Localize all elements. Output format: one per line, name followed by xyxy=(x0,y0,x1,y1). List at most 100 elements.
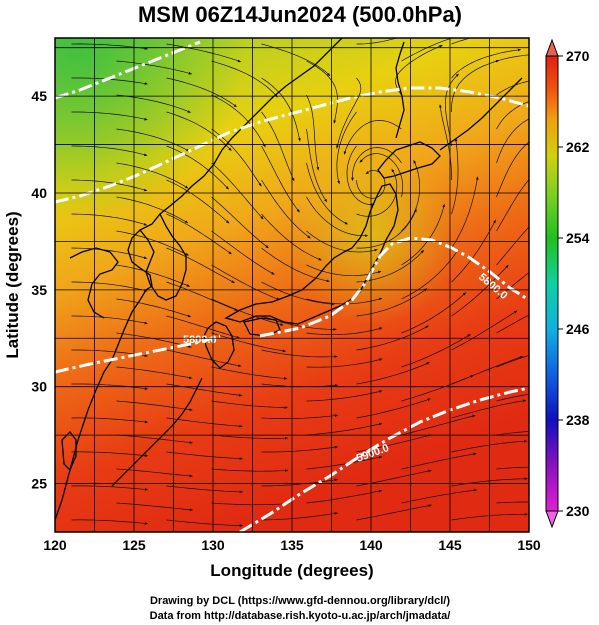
streamline xyxy=(356,249,425,283)
streamline xyxy=(211,434,289,440)
streamline xyxy=(356,288,428,317)
streamline xyxy=(496,355,529,368)
streamline xyxy=(116,298,192,318)
streamline xyxy=(356,398,431,419)
streamline xyxy=(306,264,382,277)
streamline xyxy=(166,179,230,224)
colorbar: 230 238 246 254 262 270 xyxy=(545,38,590,529)
streamline xyxy=(261,213,322,261)
streamline xyxy=(356,169,386,199)
streamline xyxy=(211,366,288,380)
streamline xyxy=(592,95,599,99)
streamline xyxy=(116,230,190,256)
streamline xyxy=(166,145,230,190)
streamline xyxy=(116,332,193,348)
streamline xyxy=(306,327,383,336)
streamline xyxy=(211,162,264,220)
streamline xyxy=(261,478,339,487)
streamline xyxy=(261,179,311,239)
streamline xyxy=(306,390,383,402)
streamline xyxy=(116,162,189,189)
map-title: MSM 06Z14Jun2024 (500.0hPa) xyxy=(138,2,462,27)
sakhalin-coast xyxy=(395,41,405,139)
streamline xyxy=(496,272,529,300)
streamline xyxy=(211,468,289,472)
streamline xyxy=(401,488,478,504)
streamline xyxy=(401,375,474,402)
streamline xyxy=(211,60,278,98)
streamline xyxy=(592,297,599,299)
contour-5800-east xyxy=(259,236,529,338)
x-tick-label: 120 xyxy=(43,537,67,553)
colorbar-ticks: 230 238 246 254 262 270 xyxy=(558,48,590,519)
streamline xyxy=(261,445,339,453)
y-tick-label: 25 xyxy=(31,476,47,492)
streamline xyxy=(356,504,432,521)
x-tick-label: 125 xyxy=(122,537,146,553)
streamline xyxy=(592,332,599,334)
streamline xyxy=(343,120,402,155)
streamline xyxy=(451,48,522,79)
contour-5800-west xyxy=(55,334,221,374)
y-tick-label: 30 xyxy=(31,379,47,395)
colorbar-tick-label: 270 xyxy=(566,48,590,64)
streamline xyxy=(401,159,421,232)
streamline xyxy=(166,213,232,255)
x-tick-label: 150 xyxy=(517,537,541,553)
streamline xyxy=(116,196,189,224)
streamline xyxy=(261,281,335,306)
streamline xyxy=(116,434,194,444)
streamline xyxy=(356,38,398,45)
streamline xyxy=(401,452,477,470)
x-tick-label: 130 xyxy=(201,537,225,553)
y-tick-label: 35 xyxy=(31,282,47,298)
streamline xyxy=(451,137,459,215)
streamline xyxy=(116,400,193,411)
streamline xyxy=(306,128,328,203)
colorbar-extend-top xyxy=(545,38,559,57)
streamline xyxy=(592,262,599,265)
coastlines xyxy=(55,38,523,521)
streamline xyxy=(306,358,383,368)
colorbar-tick-label: 254 xyxy=(566,230,590,246)
plot-frame xyxy=(54,37,530,533)
y-axis-ticks: 25 30 35 40 45 xyxy=(31,88,47,491)
shandong-coast xyxy=(69,247,119,319)
streamline xyxy=(496,141,529,198)
taiwan-coast xyxy=(61,431,77,472)
streamline xyxy=(451,439,528,453)
streamline xyxy=(211,400,289,409)
streamline xyxy=(451,310,518,351)
streamline xyxy=(592,161,599,163)
streamline xyxy=(166,281,238,311)
streamline xyxy=(211,230,275,275)
kyushu-coast xyxy=(203,321,235,369)
ryukyu-coast xyxy=(111,377,203,487)
streamline xyxy=(261,512,339,521)
x-tick-label: 135 xyxy=(280,537,304,553)
streamline xyxy=(116,264,191,287)
streamline xyxy=(496,179,529,232)
streamline xyxy=(211,264,281,300)
streamline xyxy=(496,101,529,130)
streamline xyxy=(356,325,430,351)
colorbar-tick-label: 246 xyxy=(566,321,590,337)
streamline xyxy=(116,60,193,75)
hokkaido-coast xyxy=(377,141,441,179)
colorbar-tick-label: 238 xyxy=(566,412,590,428)
streamline xyxy=(306,94,320,171)
streamline xyxy=(401,292,467,334)
streamline xyxy=(306,489,383,504)
x-axis-label: Longitude (degrees) xyxy=(210,561,373,580)
streamline xyxy=(166,417,243,428)
contour-5700 xyxy=(55,86,529,204)
streamline xyxy=(116,128,190,152)
x-tick-label: 140 xyxy=(359,537,383,553)
shikoku-coast xyxy=(243,317,281,337)
streamline xyxy=(592,129,599,131)
streamline xyxy=(166,383,243,397)
mainland-coast xyxy=(55,38,343,521)
streamline xyxy=(592,435,599,441)
streamline xyxy=(496,314,529,334)
streamline xyxy=(496,466,529,470)
